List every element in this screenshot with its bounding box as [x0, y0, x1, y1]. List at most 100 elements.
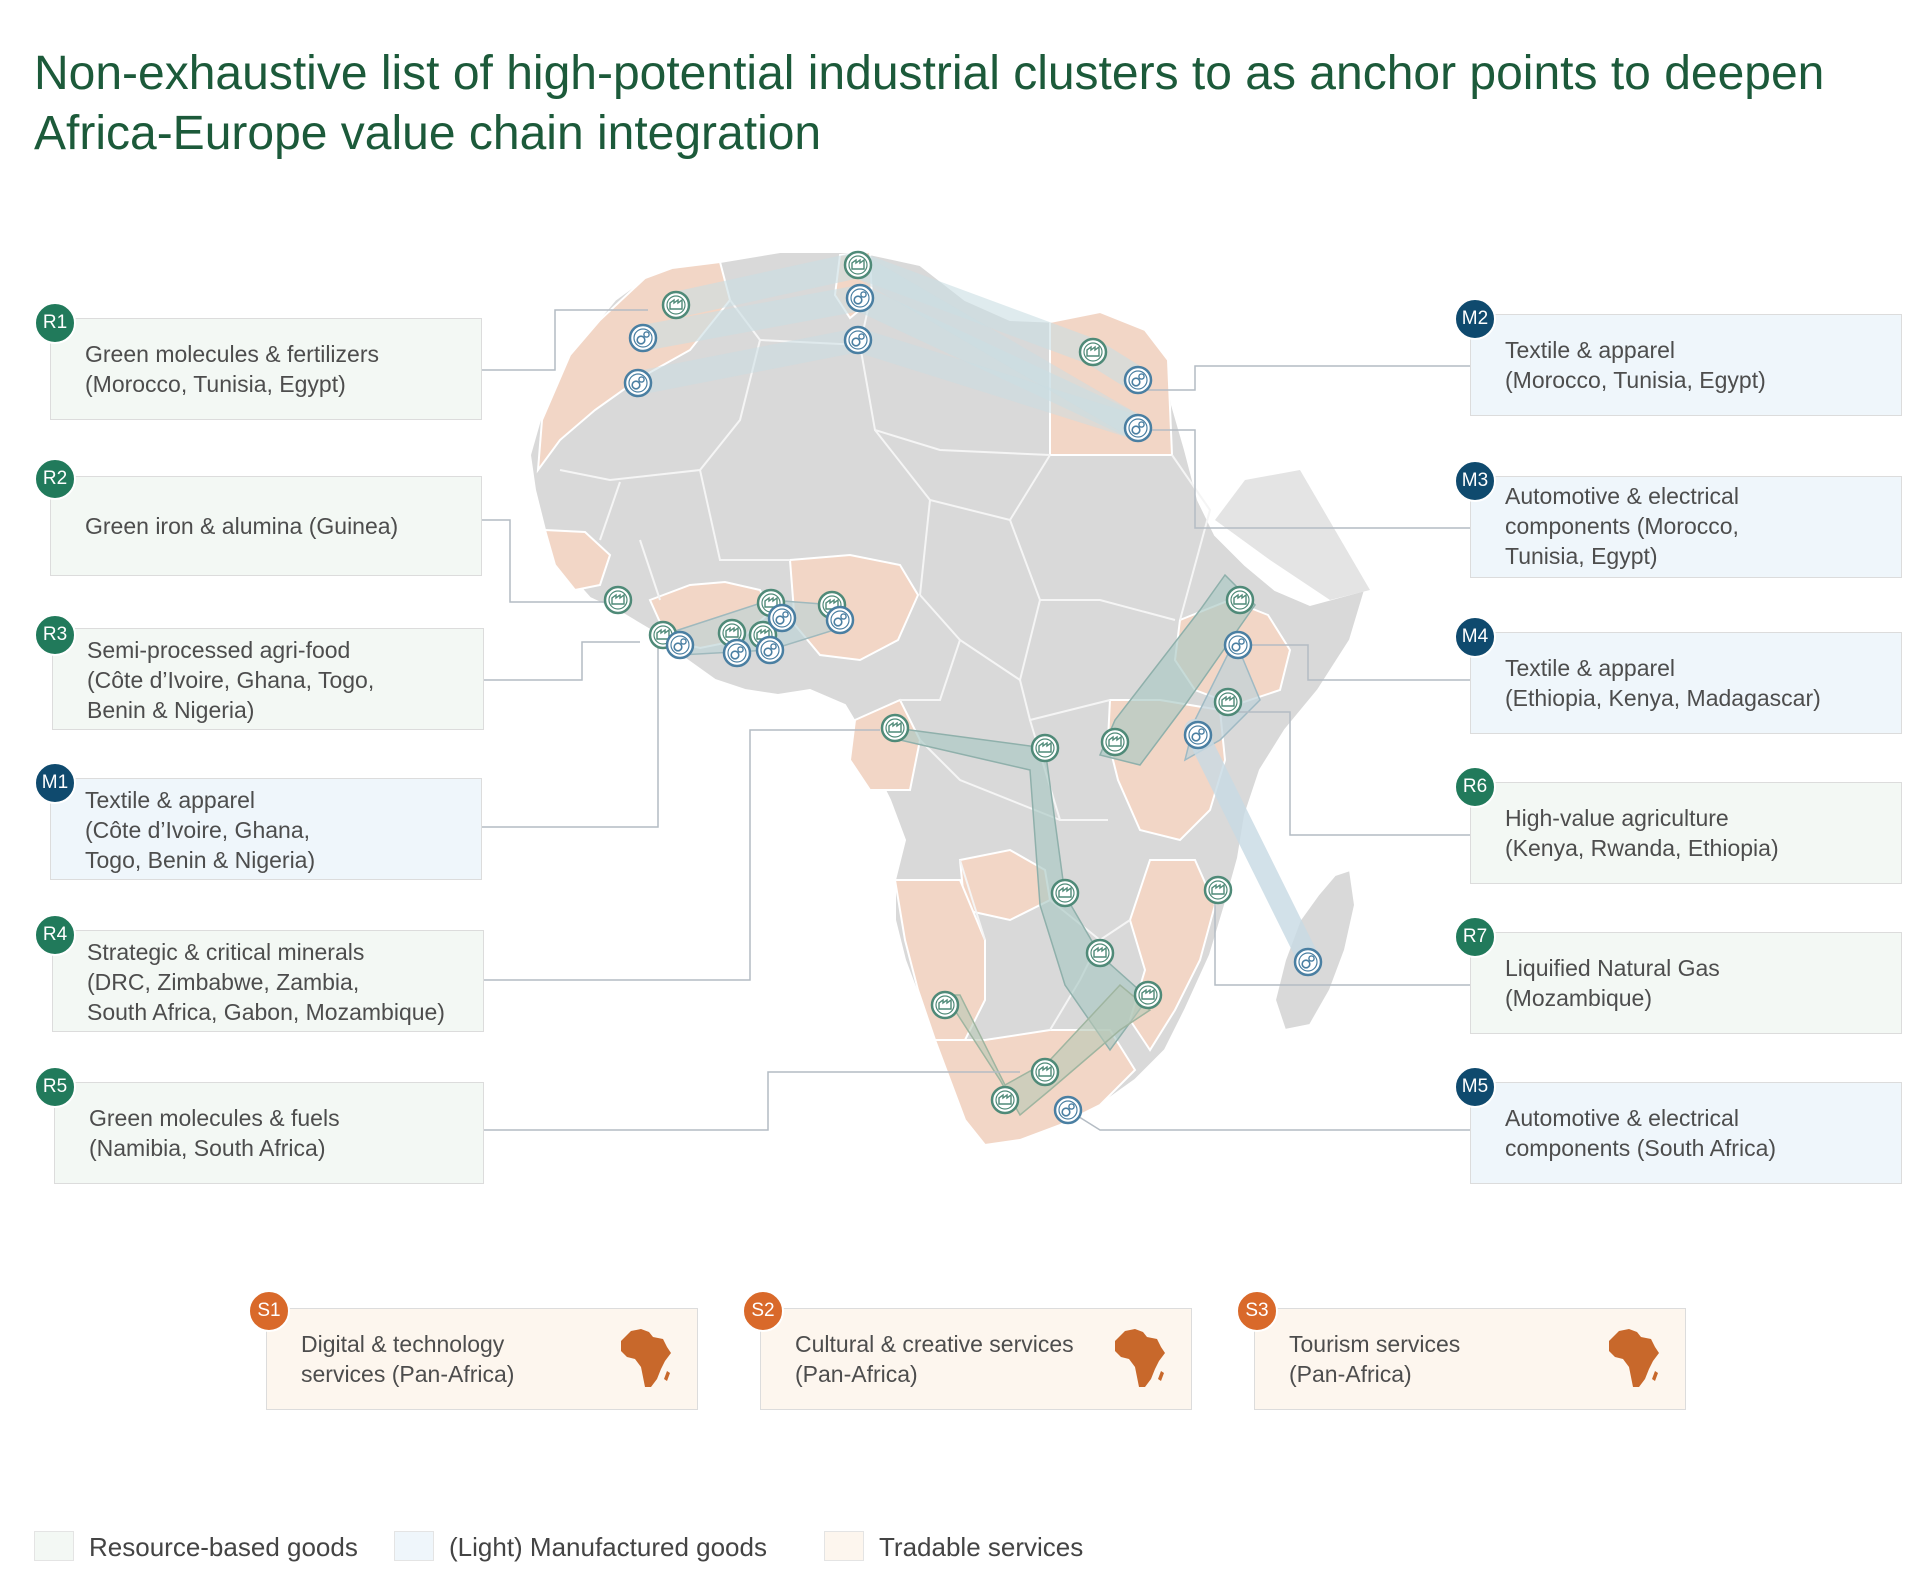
africa-icon — [1115, 1329, 1165, 1387]
gear-marker-icon — [825, 605, 855, 635]
cluster-card-m4: Textile & apparel (Ethiopia, Kenya, Mada… — [1470, 632, 1902, 734]
cluster-card-r4: Strategic & critical minerals (DRC, Zimb… — [52, 930, 484, 1032]
gear-marker-icon — [1053, 1095, 1083, 1125]
legend-swatch-resource — [34, 1531, 74, 1561]
service-badge-s1: S1 — [248, 1290, 290, 1332]
guinea-shape — [543, 528, 612, 592]
cluster-card-r1: Green molecules & fertilizers (Morocco, … — [50, 318, 482, 420]
cluster-countries: (Morocco, Tunisia, Egypt) — [1505, 367, 1766, 393]
service-scope: services (Pan-Africa) — [301, 1361, 515, 1387]
cluster-label: Green iron & alumina (Guinea) — [85, 513, 399, 539]
cluster-label: Green molecules & fertilizers — [85, 341, 379, 367]
gear-marker-icon — [623, 368, 653, 398]
cluster-countries: components (South Africa) — [1505, 1135, 1777, 1161]
factory-marker-icon — [1030, 1057, 1060, 1087]
cluster-badge-m2: M2 — [1454, 298, 1496, 340]
cluster-card-m1: Textile & apparel (Côte d’Ivoire, Ghana,… — [50, 778, 482, 880]
cluster-label: Liquified Natural Gas — [1505, 955, 1720, 981]
cluster-badge-m1: M1 — [34, 762, 76, 804]
cluster-label: Textile & apparel — [1505, 655, 1676, 681]
factory-marker-icon — [1133, 980, 1163, 1010]
cluster-card-r2: Green iron & alumina (Guinea) — [50, 476, 482, 576]
service-card-s2: Cultural & creative services (Pan-Africa… — [760, 1308, 1192, 1410]
cluster-countries: South Africa, Gabon, Mozambique) — [87, 999, 445, 1025]
service-label: Cultural & creative services — [795, 1331, 1074, 1357]
service-card-s3: Tourism services (Pan-Africa) — [1254, 1308, 1686, 1410]
africa-icon — [621, 1329, 671, 1387]
cluster-countries: (Morocco, Tunisia, Egypt) — [85, 371, 346, 397]
cluster-badge-r7: R7 — [1454, 916, 1496, 958]
corridor-north-1 — [662, 252, 1151, 393]
gear-marker-icon — [665, 630, 695, 660]
legend-swatch-manufactured — [394, 1531, 434, 1561]
cluster-label: Textile & apparel — [85, 787, 256, 813]
cluster-countries: (DRC, Zimbabwe, Zambia, — [87, 969, 360, 995]
cluster-countries: (Côte d’Ivoire, Ghana, Togo, — [87, 667, 375, 693]
factory-marker-icon — [1030, 733, 1060, 763]
cluster-label: Green molecules & fuels — [89, 1105, 340, 1131]
service-scope: (Pan-Africa) — [795, 1361, 918, 1387]
cluster-card-r6: High-value agriculture (Kenya, Rwanda, E… — [1470, 782, 1902, 884]
factory-marker-icon — [661, 290, 691, 320]
cluster-countries: (Ethiopia, Kenya, Madagascar) — [1505, 685, 1821, 711]
cluster-countries: (Côte d’Ivoire, Ghana, — [85, 817, 311, 843]
corridor-north-4 — [846, 253, 1150, 440]
cluster-badge-r3: R3 — [34, 614, 76, 656]
gear-marker-icon — [1293, 947, 1323, 977]
factory-marker-icon — [1213, 687, 1243, 717]
cluster-badge-r4: R4 — [34, 914, 76, 956]
page-title: Non-exhaustive list of high-potential in… — [34, 47, 1825, 160]
cluster-badge-r1: R1 — [34, 302, 76, 344]
legend-label-resource: Resource-based goods — [89, 1532, 358, 1562]
cluster-badge-r5: R5 — [34, 1066, 76, 1108]
cluster-countries: (Kenya, Rwanda, Ethiopia) — [1505, 835, 1779, 861]
factory-marker-icon — [990, 1085, 1020, 1115]
cluster-label: Textile & apparel — [1505, 337, 1676, 363]
gear-marker-icon — [755, 635, 785, 665]
cluster-countries: Tunisia, Egypt) — [1505, 543, 1658, 569]
cluster-badge-r6: R6 — [1454, 766, 1496, 808]
cluster-countries: Togo, Benin & Nigeria) — [85, 847, 316, 873]
legend-label-services: Tradable services — [879, 1532, 1084, 1562]
cluster-card-r7: Liquified Natural Gas (Mozambique) — [1470, 932, 1902, 1034]
gear-marker-icon — [1123, 365, 1153, 395]
service-label: Tourism services — [1289, 1331, 1461, 1357]
cluster-card-m3: Automotive & electrical components (Moro… — [1470, 476, 1902, 578]
factory-marker-icon — [880, 713, 910, 743]
factory-marker-icon — [1100, 727, 1130, 757]
cluster-card-m5: Automotive & electrical components (Sout… — [1470, 1082, 1902, 1184]
cluster-card-r3: Semi-processed agri-food (Côte d’Ivoire,… — [52, 628, 484, 730]
service-scope: (Pan-Africa) — [1289, 1361, 1412, 1387]
gear-marker-icon — [845, 283, 875, 313]
cluster-label: Semi-processed agri-food — [87, 637, 351, 663]
legend-label-manufactured: (Light) Manufactured goods — [449, 1532, 767, 1562]
service-card-s1: Digital & technology services (Pan-Afric… — [266, 1308, 698, 1410]
cluster-badge-r2: R2 — [34, 458, 76, 500]
service-badge-s3: S3 — [1236, 1290, 1278, 1332]
legend-swatch-services — [824, 1531, 864, 1561]
cluster-countries: Benin & Nigeria) — [87, 697, 255, 723]
service-label: Digital & technology — [301, 1331, 505, 1357]
corridor-central — [893, 727, 1150, 1052]
factory-marker-icon — [843, 250, 873, 280]
cluster-label: Automotive & electrical — [1505, 1105, 1739, 1131]
cluster-countries: (Namibia, South Africa) — [89, 1135, 326, 1161]
factory-marker-icon — [1050, 878, 1080, 908]
factory-marker-icon — [1078, 337, 1108, 367]
gear-marker-icon — [843, 325, 873, 355]
gear-marker-icon — [1183, 720, 1213, 750]
cluster-card-r5: Green molecules & fuels (Namibia, South … — [54, 1082, 484, 1184]
cluster-countries: (Mozambique) — [1505, 985, 1652, 1011]
cluster-countries: components (Morocco, — [1505, 513, 1739, 539]
corridor-madagascar — [1184, 719, 1321, 973]
cluster-card-m2: Textile & apparel (Morocco, Tunisia, Egy… — [1470, 314, 1902, 416]
gear-marker-icon — [767, 603, 797, 633]
cluster-badge-m4: M4 — [1454, 616, 1496, 658]
cluster-label: Strategic & critical minerals — [87, 939, 365, 965]
cluster-label: High-value agriculture — [1505, 805, 1729, 831]
factory-marker-icon — [603, 585, 633, 615]
cluster-badge-m5: M5 — [1454, 1066, 1496, 1108]
corridor-east — [1098, 573, 1256, 766]
gear-marker-icon — [722, 638, 752, 668]
